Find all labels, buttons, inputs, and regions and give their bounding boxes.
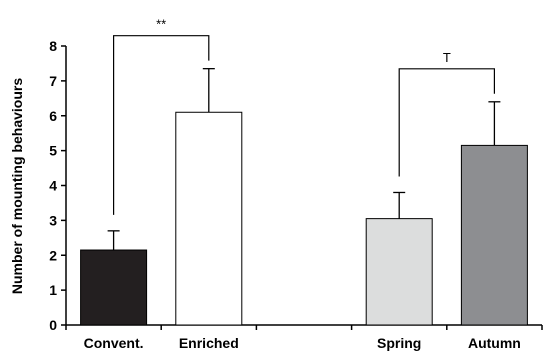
y-tick-label: 0 bbox=[49, 317, 57, 333]
y-tick-label: 7 bbox=[49, 73, 57, 89]
y-tick-label: 5 bbox=[49, 143, 57, 159]
y-tick-label: 6 bbox=[49, 108, 57, 124]
x-category-label: Autumn bbox=[468, 335, 521, 351]
y-tick-label: 3 bbox=[49, 212, 57, 228]
bar bbox=[175, 111, 243, 326]
bar bbox=[460, 144, 528, 326]
significance-bracket bbox=[398, 68, 495, 177]
significance-label: ** bbox=[156, 17, 166, 32]
y-tick-label: 1 bbox=[49, 282, 57, 298]
y-tick-label: 4 bbox=[49, 178, 57, 194]
significance-bracket bbox=[113, 35, 210, 215]
bar bbox=[365, 218, 433, 326]
y-tick-label: 2 bbox=[49, 247, 57, 263]
y-tick-label: 8 bbox=[49, 38, 57, 54]
significance-label: T bbox=[443, 50, 451, 65]
y-axis-title: Number of mounting behaviours bbox=[9, 78, 25, 294]
x-category-label: Spring bbox=[377, 335, 421, 351]
bar bbox=[80, 249, 148, 326]
x-category-label: Enriched bbox=[179, 335, 239, 351]
significance-brackets: ** T bbox=[113, 17, 495, 215]
bars bbox=[80, 111, 528, 326]
x-category-label: Convent. bbox=[84, 335, 144, 351]
error-bars bbox=[107, 68, 501, 251]
labels: 0 1 2 3 4 5 6 7 8 Convent. Enriched Spring Autumn bbox=[49, 38, 521, 351]
